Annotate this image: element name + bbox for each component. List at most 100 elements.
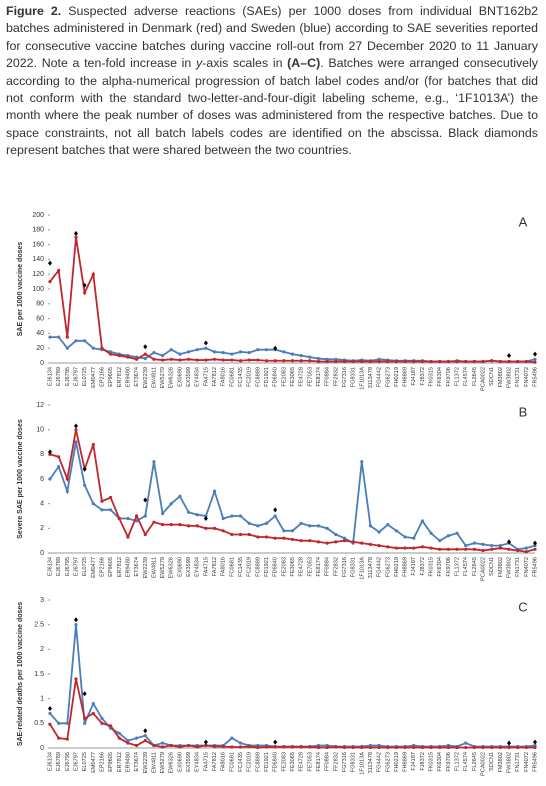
x-tick-label: ER9480 [125, 752, 131, 772]
point [290, 745, 295, 749]
x-tick-label: EX0690 [177, 752, 183, 772]
point [429, 745, 433, 750]
point [109, 495, 113, 500]
x-tick-label: EW2239 [143, 557, 149, 578]
point [316, 356, 321, 361]
x-tick-label: FN1731 [515, 752, 521, 772]
point [351, 540, 355, 544]
x-tick-label: FK0315 [429, 367, 435, 387]
point [533, 745, 537, 750]
point [65, 489, 69, 493]
point [438, 745, 442, 750]
point [178, 745, 182, 749]
x-tick-label: FA8016 [221, 367, 227, 386]
x-tick-label: FE3065 [290, 557, 296, 577]
point [256, 524, 260, 528]
point [57, 335, 61, 339]
y-tick-label: 1.5 [34, 671, 44, 678]
caption-text: Suspected adverse reactions (SAEs) per 1… [6, 4, 538, 71]
x-tick-label: FK0315 [429, 752, 435, 772]
x-tick-label: FF0884 [325, 367, 331, 386]
point [455, 531, 459, 535]
point [195, 513, 199, 517]
point [498, 544, 502, 548]
shared-batch-marker [143, 728, 148, 734]
point [212, 489, 217, 493]
point [221, 516, 225, 521]
point [256, 358, 260, 362]
point [438, 539, 442, 543]
point [126, 739, 130, 743]
point [117, 731, 121, 735]
x-tick-label: EJ6797 [73, 367, 79, 386]
point [325, 359, 329, 364]
point [299, 539, 303, 543]
caption-text: . Batches were arranged consecutively ac… [6, 56, 538, 158]
x-tick-label: FE7053 [307, 752, 313, 772]
y-tick-label: 40 [36, 330, 44, 337]
x-tick-label: FC8889 [255, 752, 261, 772]
point [126, 535, 130, 539]
point [516, 359, 520, 364]
point [290, 529, 295, 533]
y-tick-label: 140 [32, 256, 44, 263]
point [464, 359, 468, 364]
shared-batch-marker [273, 507, 278, 513]
point [230, 532, 234, 537]
x-tick-label: FL4574 [463, 367, 469, 386]
point [403, 359, 407, 364]
point [394, 529, 399, 533]
point [178, 523, 182, 527]
point [325, 357, 329, 361]
point [325, 745, 329, 750]
x-tick-label: FG4442 [377, 752, 383, 772]
x-tick-label: FL1372 [455, 367, 461, 386]
point [498, 546, 502, 550]
x-tick-label: EJ6134 [47, 367, 53, 386]
point [507, 547, 511, 551]
point [100, 721, 104, 725]
point [282, 745, 286, 749]
y-tick-label: 12 [36, 402, 44, 409]
x-tick-label: FK6304 [437, 557, 443, 577]
shared-batch-marker [48, 706, 52, 712]
x-tick-label: FM3802 [498, 367, 504, 388]
point [334, 532, 338, 537]
point [238, 745, 243, 749]
point [195, 524, 199, 528]
x-tick-label: ET3674 [134, 367, 140, 387]
x-tick-label: 1F1013A [359, 557, 365, 580]
point [334, 357, 338, 361]
point [238, 514, 243, 518]
x-tick-label: EW2239 [143, 367, 149, 388]
point [429, 546, 433, 550]
point [247, 351, 251, 355]
point [334, 745, 338, 749]
point [238, 350, 243, 354]
x-tick-label: EX0690 [177, 367, 183, 387]
x-tick-label: FC8889 [255, 557, 261, 577]
point [282, 359, 286, 363]
x-tick-label: EW6326 [169, 557, 175, 578]
point [230, 736, 234, 740]
point [316, 524, 321, 528]
x-tick-label: FD6840 [273, 557, 279, 577]
point [446, 534, 450, 538]
point [412, 745, 416, 750]
point [109, 508, 113, 512]
point [455, 745, 459, 750]
y-tick-label: 2.5 [34, 622, 44, 629]
x-tick-label: EX3599 [186, 557, 192, 577]
shared-batch-marker [73, 617, 78, 623]
point [135, 743, 139, 748]
x-tick-label: FL1372 [455, 752, 461, 771]
point [308, 359, 312, 363]
point [204, 526, 208, 530]
point [169, 502, 173, 506]
x-tick-label: FC1435 [238, 367, 244, 387]
point [264, 348, 269, 352]
x-tick-label: FG8331 [351, 557, 357, 577]
x-tick-label: FG6273 [385, 557, 391, 577]
point [308, 539, 312, 543]
point [143, 734, 147, 738]
